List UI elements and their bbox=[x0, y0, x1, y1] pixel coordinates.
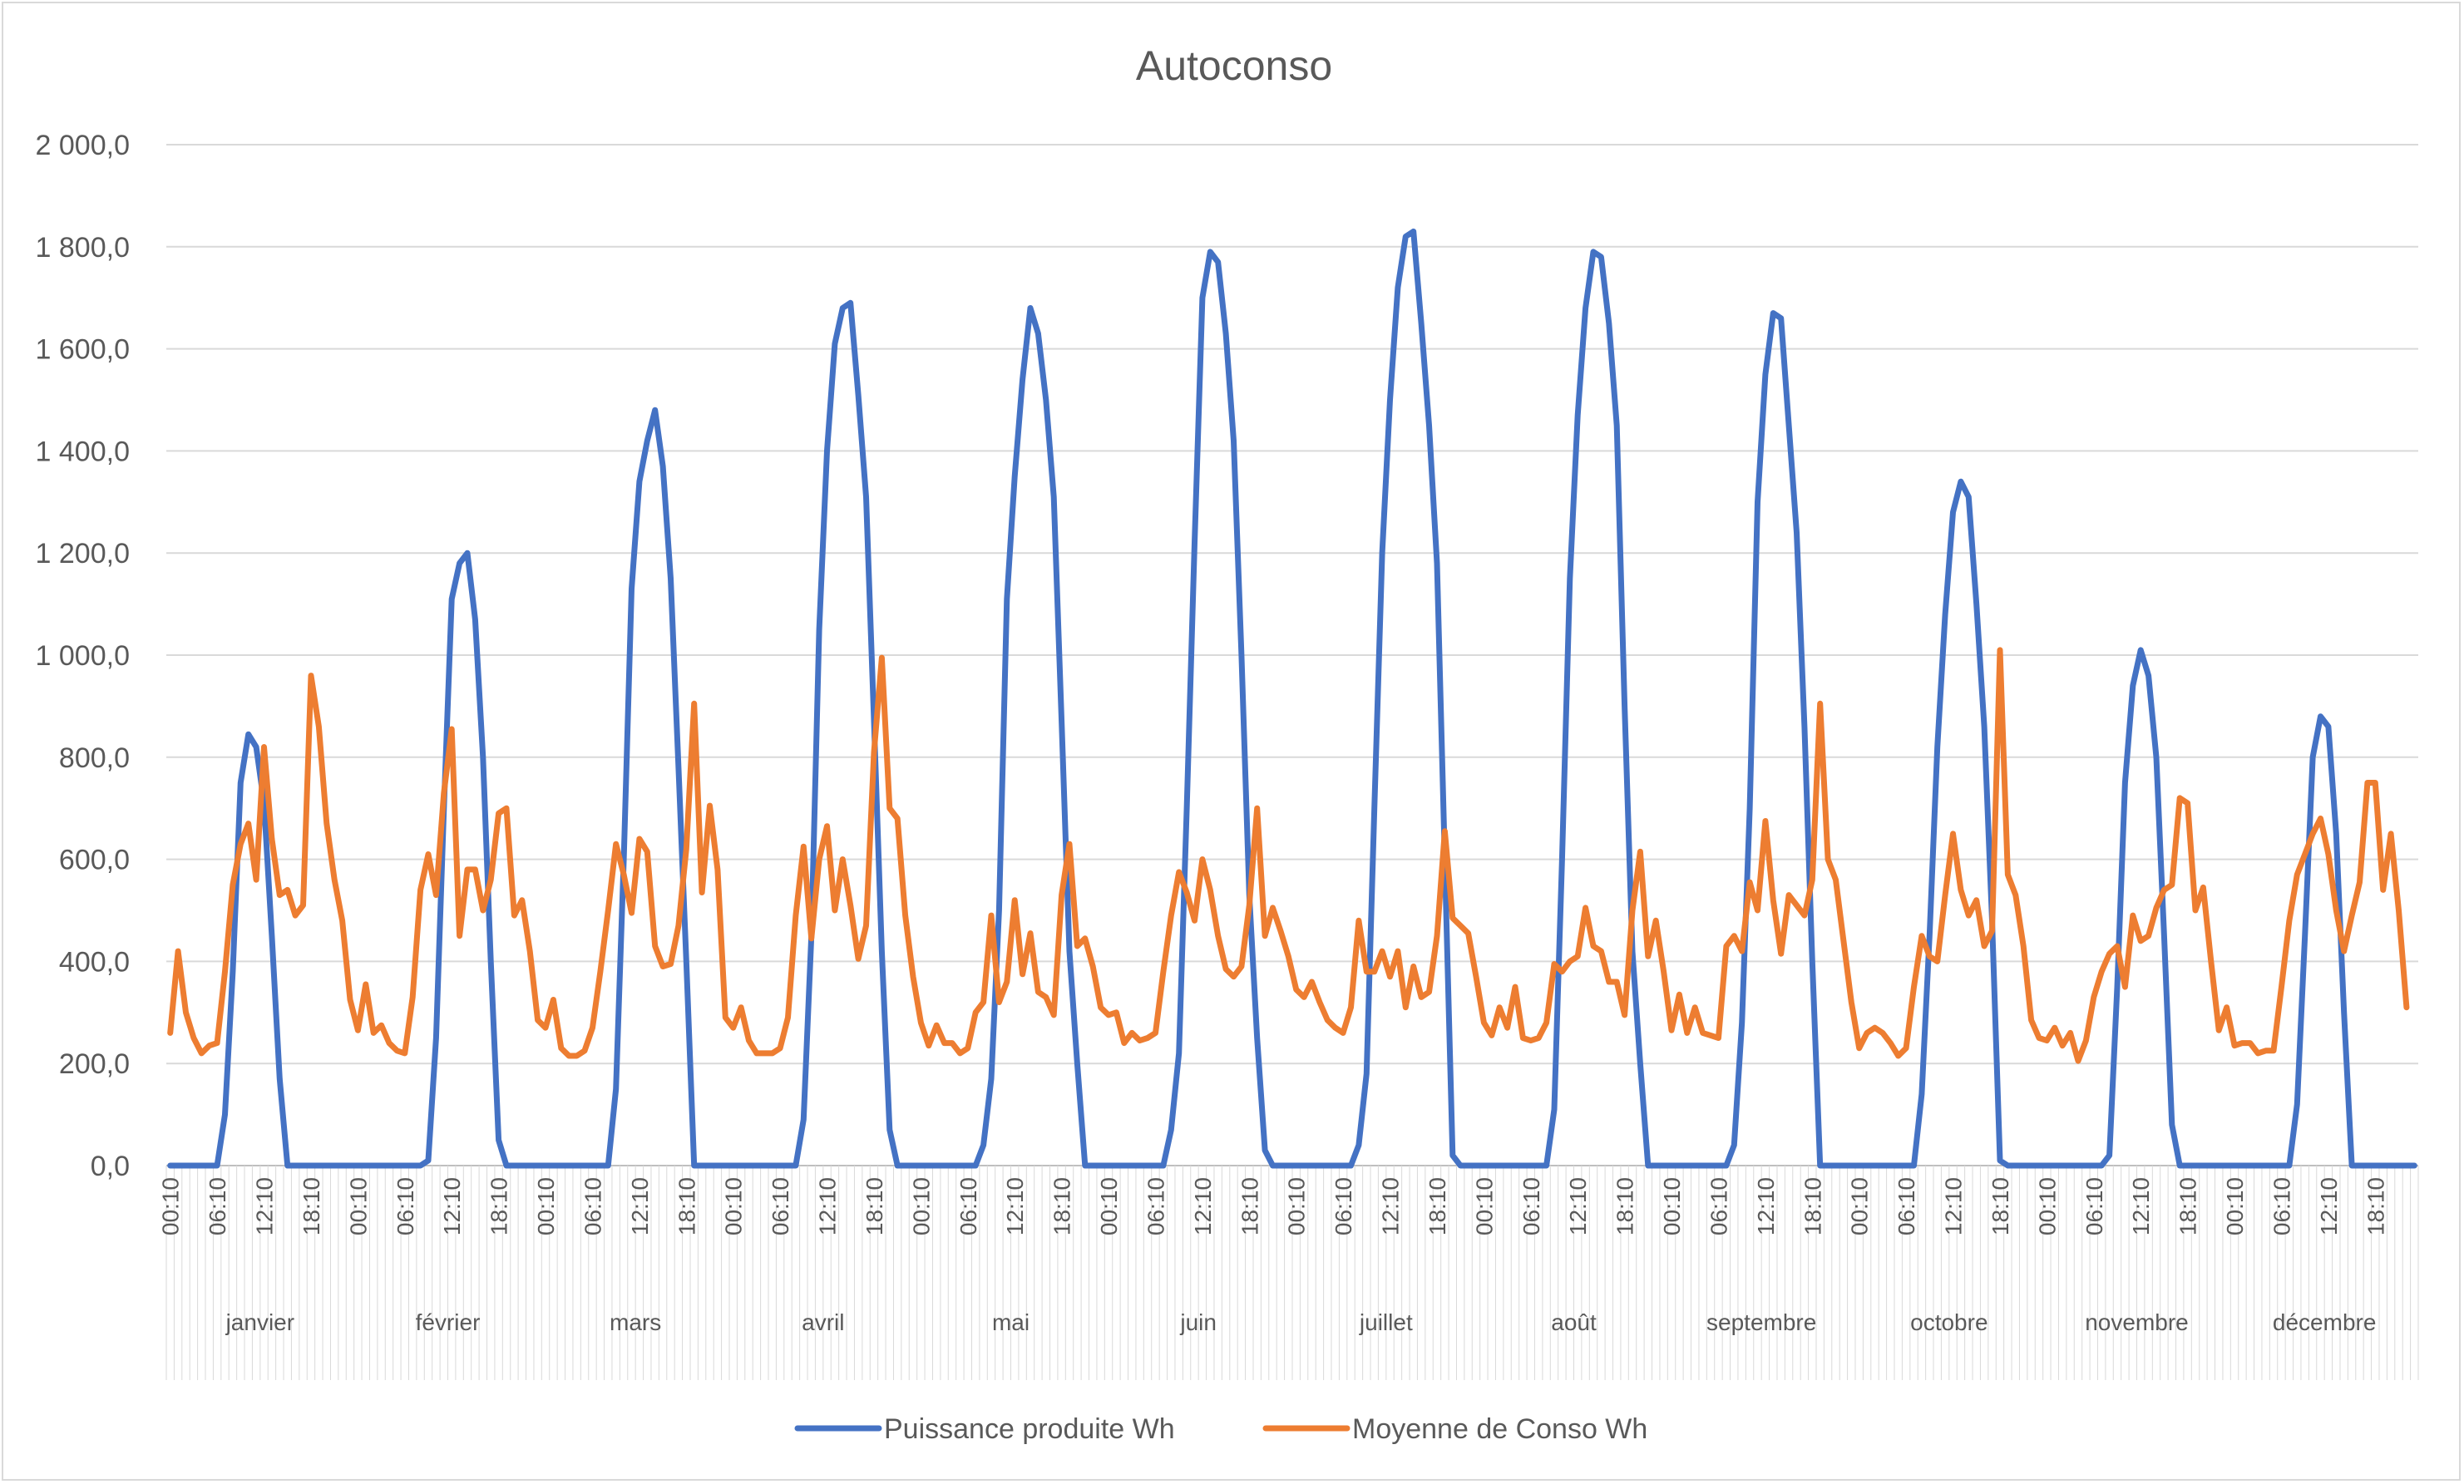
x-tick-label: 12:10 bbox=[1190, 1177, 1216, 1235]
x-month-label: janvier bbox=[225, 1309, 294, 1335]
gridlines bbox=[165, 144, 2419, 1380]
x-month-label: décembre bbox=[2273, 1309, 2377, 1335]
x-tick-label: 06:10 bbox=[2269, 1177, 2294, 1235]
x-tick-label: 06:10 bbox=[2081, 1177, 2107, 1235]
y-tick-label: 2 000,0 bbox=[36, 130, 130, 161]
x-axis-tick-labels: 00:10 06:10 12:10 18:10 00:10 06:10 12:10 18:10… bbox=[158, 1177, 2389, 1335]
x-tick-label: 12:10 bbox=[627, 1177, 653, 1235]
x-tick-label: 00:10 bbox=[1659, 1177, 1685, 1235]
x-tick-label: 12:10 bbox=[1941, 1177, 1967, 1235]
x-tick-label: 06:10 bbox=[1143, 1177, 1168, 1235]
x-month-label: juin bbox=[1179, 1309, 1217, 1335]
x-tick-label: 00:10 bbox=[533, 1177, 559, 1235]
x-tick-label: 06:10 bbox=[1706, 1177, 1731, 1235]
x-tick-label: 18:10 bbox=[1425, 1177, 1450, 1235]
x-tick-label: 12:10 bbox=[1002, 1177, 1028, 1235]
chart-title: Autoconso bbox=[1136, 42, 1332, 89]
x-month-label: avril bbox=[802, 1309, 844, 1335]
x-tick-label: 18:10 bbox=[1987, 1177, 2013, 1235]
x-month-label: octobre bbox=[1910, 1309, 1987, 1335]
x-tick-label: 00:10 bbox=[345, 1177, 371, 1235]
x-month-label: mai bbox=[992, 1309, 1030, 1335]
x-month-label: août bbox=[1551, 1309, 1597, 1335]
x-tick-label: 18:10 bbox=[1612, 1177, 1638, 1235]
x-tick-label: 06:10 bbox=[768, 1177, 793, 1235]
x-tick-label: 18:10 bbox=[1237, 1177, 1262, 1235]
y-tick-label: 800,0 bbox=[59, 742, 130, 774]
x-tick-label: 12:10 bbox=[1378, 1177, 1404, 1235]
x-month-label: septembre bbox=[1706, 1309, 1816, 1335]
x-tick-label: 06:10 bbox=[393, 1177, 418, 1235]
x-tick-label: 00:10 bbox=[2034, 1177, 2060, 1235]
x-tick-label: 00:10 bbox=[908, 1177, 934, 1235]
x-tick-label: 18:10 bbox=[299, 1177, 324, 1235]
x-month-label: février bbox=[416, 1309, 481, 1335]
x-tick-label: 06:10 bbox=[1331, 1177, 1356, 1235]
x-tick-label: 00:10 bbox=[721, 1177, 747, 1235]
x-tick-label: 06:10 bbox=[955, 1177, 981, 1235]
series-line bbox=[167, 228, 2417, 1169]
x-tick-label: 12:10 bbox=[252, 1177, 278, 1235]
x-tick-label: 18:10 bbox=[2175, 1177, 2201, 1235]
x-tick-label: 06:10 bbox=[205, 1177, 230, 1235]
x-tick-label: 12:10 bbox=[1753, 1177, 1779, 1235]
y-tick-label: 200,0 bbox=[59, 1048, 130, 1080]
x-tick-label: 18:10 bbox=[862, 1177, 887, 1235]
x-tick-label: 18:10 bbox=[674, 1177, 699, 1235]
series-lines bbox=[167, 228, 2417, 1169]
y-tick-label: 400,0 bbox=[59, 946, 130, 978]
x-tick-label: 00:10 bbox=[1471, 1177, 1497, 1235]
legend-label: Puissance produite Wh bbox=[884, 1413, 1175, 1445]
legend-label: Moyenne de Conso Wh bbox=[1352, 1413, 1647, 1445]
x-month-label: novembre bbox=[2085, 1309, 2189, 1335]
line-chart: Autoconso 0,0 200,0 400,0 600,0 800,0 1 000,0… bbox=[36, 42, 2419, 1445]
x-tick-label: 06:10 bbox=[1894, 1177, 1919, 1235]
y-tick-label: 1 200,0 bbox=[36, 538, 130, 569]
x-tick-label: 00:10 bbox=[158, 1177, 184, 1235]
x-tick-label: 00:10 bbox=[1096, 1177, 1122, 1235]
y-tick-label: 1 600,0 bbox=[36, 334, 130, 366]
x-month-label: juillet bbox=[1359, 1309, 1413, 1335]
series-line bbox=[167, 647, 2410, 1064]
x-tick-label: 12:10 bbox=[439, 1177, 465, 1235]
x-tick-label: 00:10 bbox=[2222, 1177, 2248, 1235]
x-tick-label: 12:10 bbox=[2128, 1177, 2154, 1235]
x-tick-label: 06:10 bbox=[1518, 1177, 1544, 1235]
legend: Puissance produite Wh Moyenne de Conso Wh bbox=[794, 1413, 1647, 1445]
x-tick-label: 12:10 bbox=[815, 1177, 841, 1235]
y-tick-label: 0,0 bbox=[91, 1151, 130, 1182]
x-tick-label: 12:10 bbox=[1565, 1177, 1591, 1235]
x-tick-label: 18:10 bbox=[2363, 1177, 2388, 1235]
y-tick-label: 1 400,0 bbox=[36, 436, 130, 467]
x-tick-label: 00:10 bbox=[1284, 1177, 1310, 1235]
y-tick-label: 1 800,0 bbox=[36, 232, 130, 264]
x-tick-label: 18:10 bbox=[1800, 1177, 1825, 1235]
x-tick-label: 06:10 bbox=[580, 1177, 605, 1235]
x-tick-label: 00:10 bbox=[1847, 1177, 1873, 1235]
y-axis-tick-labels: 0,0 200,0 400,0 600,0 800,0 1 000,0 1 200,0 1 4… bbox=[36, 130, 130, 1182]
x-tick-label: 12:10 bbox=[2316, 1177, 2342, 1235]
y-tick-label: 1 000,0 bbox=[36, 640, 130, 672]
y-tick-label: 600,0 bbox=[59, 845, 130, 876]
x-tick-label: 18:10 bbox=[486, 1177, 512, 1235]
x-tick-label: 18:10 bbox=[1049, 1177, 1075, 1235]
x-month-label: mars bbox=[610, 1309, 661, 1335]
